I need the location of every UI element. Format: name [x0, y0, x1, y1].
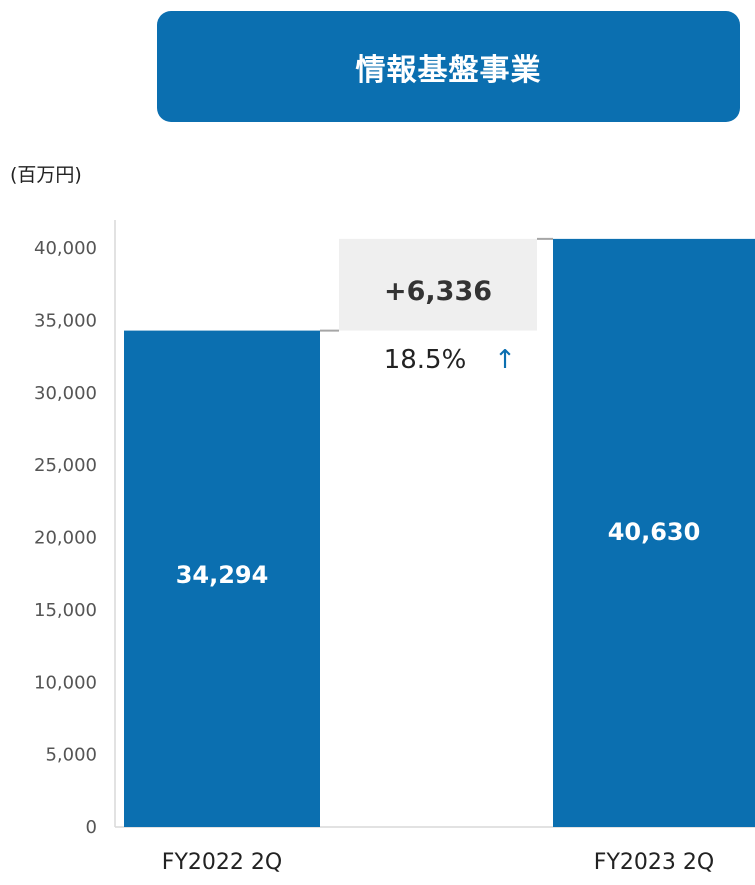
y-tick-label: 0	[86, 817, 97, 838]
y-tick-label: 5,000	[45, 745, 97, 766]
y-tick-label: 35,000	[34, 310, 97, 331]
unit-label: (百万円)	[10, 164, 82, 186]
title-banner: 情報基盤事業	[157, 11, 740, 122]
bar-value-label: 34,294	[176, 561, 269, 589]
bar	[124, 330, 320, 827]
x-category-label: FY2023 2Q	[594, 850, 714, 875]
difference-percent: 18.5%	[384, 345, 467, 375]
y-tick-label: 25,000	[34, 455, 97, 476]
bar-value-label: 40,630	[608, 518, 701, 546]
chart-title: 情報基盤事業	[355, 52, 542, 88]
x-category-label: FY2022 2Q	[162, 850, 282, 875]
difference-value: +6,336	[384, 276, 492, 307]
difference-box	[339, 238, 537, 331]
bar	[553, 238, 755, 828]
y-tick-label: 10,000	[34, 672, 97, 693]
y-tick-label: 15,000	[34, 600, 97, 621]
y-tick-label: 30,000	[34, 383, 97, 404]
y-tick-label: 20,000	[34, 528, 97, 549]
y-tick-label: 40,000	[34, 238, 97, 259]
up-arrow-icon: ↑	[494, 345, 516, 375]
